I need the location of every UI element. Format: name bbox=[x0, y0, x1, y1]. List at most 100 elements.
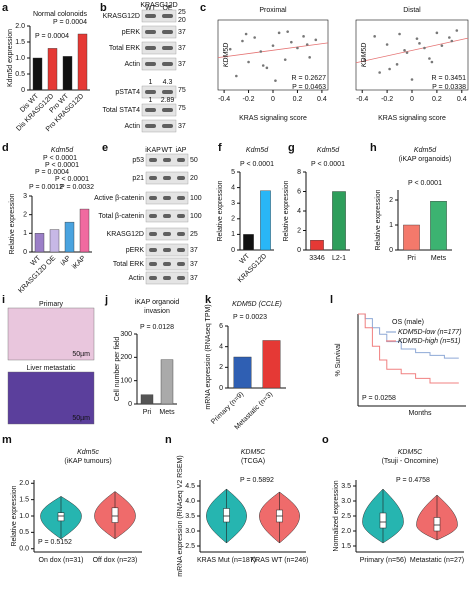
annotation: P = 0.0012 bbox=[29, 184, 63, 191]
chart-subtitle: (iKAP tumours) bbox=[64, 458, 111, 465]
blot-row-label: Total ERK bbox=[109, 45, 140, 52]
band bbox=[162, 124, 173, 128]
mw-label: 25 bbox=[190, 231, 198, 238]
point bbox=[308, 56, 311, 59]
band bbox=[162, 90, 173, 94]
y-tick-label: 1 bbox=[23, 230, 27, 237]
band bbox=[149, 262, 157, 266]
point bbox=[403, 49, 406, 52]
x-tick-label: -0.2 bbox=[243, 96, 255, 103]
y-axis-label: % Survival bbox=[335, 343, 342, 377]
band bbox=[149, 158, 157, 162]
quant-label: 4.3 bbox=[163, 79, 173, 86]
blot-row-label: pERK bbox=[122, 29, 141, 36]
lane-group: KRASG12D bbox=[140, 2, 177, 9]
x-axis-label: KRAS signaling score bbox=[239, 115, 307, 122]
y-tick-label: 3 bbox=[23, 193, 27, 200]
annotation: P = 0.0004 bbox=[35, 169, 69, 176]
panel-letter: i bbox=[2, 294, 5, 306]
point bbox=[415, 37, 419, 40]
y-tick-label: 1.5 bbox=[19, 496, 29, 503]
panel-letter: b bbox=[100, 2, 107, 14]
point bbox=[428, 57, 431, 60]
band bbox=[145, 108, 156, 112]
bar bbox=[430, 201, 447, 251]
bar bbox=[47, 48, 58, 91]
annotation: P < 0.0001 bbox=[45, 162, 79, 169]
trend-line bbox=[217, 42, 329, 59]
blot-band bbox=[141, 9, 177, 23]
y-tick-label: 4.5 bbox=[185, 483, 195, 490]
mw-label: 100 bbox=[190, 213, 202, 220]
chart-subtitle: (Tsuji - Oncomine) bbox=[382, 458, 439, 465]
point bbox=[261, 64, 265, 67]
point bbox=[423, 46, 426, 50]
band bbox=[145, 124, 156, 128]
x-tick-label: -0.4 bbox=[218, 96, 230, 103]
blot-row-label: Total β-catenin bbox=[98, 213, 144, 220]
x-tick-label: -0.2 bbox=[381, 96, 393, 103]
y-tick-label: 0 bbox=[128, 401, 132, 408]
blot-band bbox=[141, 103, 177, 117]
band bbox=[163, 262, 171, 266]
point bbox=[274, 79, 277, 82]
blot-row-label: Actin bbox=[124, 123, 140, 130]
chart-title: iKAP organoid bbox=[135, 299, 180, 306]
mw-label: 37 bbox=[178, 123, 186, 130]
y-tick-label: 0 bbox=[21, 87, 25, 94]
x-tick-label: -0.4 bbox=[356, 96, 368, 103]
panel-letter: k bbox=[205, 294, 212, 306]
bar bbox=[79, 208, 90, 253]
bar bbox=[32, 57, 43, 91]
x-tick-label: 0.4 bbox=[317, 96, 327, 103]
annotation: P = 0.0032 bbox=[60, 184, 94, 191]
annotation: P < 0.0001 bbox=[311, 161, 345, 168]
point bbox=[398, 32, 401, 36]
y-tick-label: 2 bbox=[23, 212, 27, 219]
y-tick-label: 2.0 bbox=[15, 23, 25, 30]
point bbox=[265, 66, 269, 70]
mw-label: 75 bbox=[178, 105, 186, 112]
band bbox=[145, 62, 156, 66]
point bbox=[385, 43, 389, 46]
point bbox=[410, 78, 414, 81]
band bbox=[177, 262, 185, 266]
y-tick-label: 8 bbox=[297, 169, 301, 176]
x-tick-label: 0.2 bbox=[293, 96, 303, 103]
band bbox=[177, 196, 185, 200]
blot-row-label: pSTAT4 bbox=[115, 89, 140, 96]
bar bbox=[160, 359, 174, 405]
mw-label: 25 bbox=[178, 9, 186, 16]
point bbox=[253, 36, 256, 39]
y-tick-label: 0.5 bbox=[19, 529, 29, 536]
point bbox=[277, 31, 281, 35]
band bbox=[162, 30, 173, 34]
blot-band bbox=[141, 25, 177, 39]
panel-letter: j bbox=[104, 294, 108, 306]
bar bbox=[262, 340, 281, 389]
point bbox=[395, 63, 399, 66]
blot-row-label: Active β-catenin bbox=[94, 195, 144, 202]
panel-letter: e bbox=[102, 142, 108, 154]
y-tick-label: 0.0 bbox=[19, 546, 29, 553]
x-tick-label: Pri bbox=[407, 255, 416, 262]
y-axis-label: KDM5D bbox=[223, 43, 230, 68]
band bbox=[162, 46, 173, 50]
x-tick-label: 0.4 bbox=[457, 96, 467, 103]
bar bbox=[260, 190, 271, 251]
x-tick-label: Primary (n=56) bbox=[360, 557, 406, 564]
x-tick-label: iKAP bbox=[71, 255, 87, 271]
blot-row-label: Actin bbox=[128, 275, 144, 282]
x-tick-label: KRAS Mut (n=187) bbox=[197, 557, 256, 564]
chart-title: OS (male) bbox=[392, 319, 424, 326]
y-axis-label: mRNA expression (RNAseq TPM) bbox=[205, 304, 212, 409]
chart-title: KDM5C bbox=[241, 449, 266, 456]
mw-label: 37 bbox=[178, 45, 186, 52]
annotation: R = 0.3451 bbox=[432, 75, 467, 82]
band bbox=[177, 214, 185, 218]
y-tick-label: 2.0 bbox=[341, 528, 351, 535]
y-tick-label: 2 bbox=[231, 216, 235, 223]
bar bbox=[49, 229, 60, 253]
mw-label: 75 bbox=[178, 87, 186, 94]
x-tick-label: Pri bbox=[143, 409, 152, 416]
